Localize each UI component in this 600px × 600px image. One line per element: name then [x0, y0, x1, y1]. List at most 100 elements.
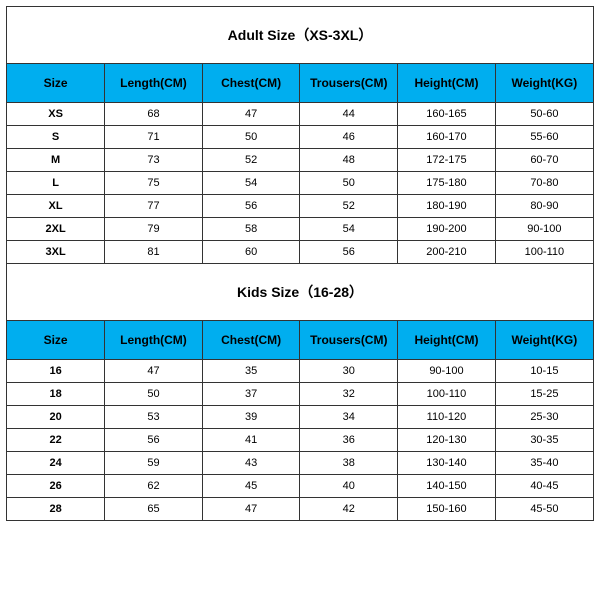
size-cell: XS [7, 103, 105, 126]
value-cell: 35-40 [495, 452, 593, 475]
col-size: Size [7, 64, 105, 103]
table-row: 2XL795854190-20090-100 [7, 218, 593, 241]
table-row: 28654742150-16045-50 [7, 498, 593, 521]
value-cell: 32 [300, 383, 398, 406]
value-cell: 47 [202, 103, 300, 126]
value-cell: 50 [300, 172, 398, 195]
value-cell: 175-180 [398, 172, 496, 195]
table-row: 24594338130-14035-40 [7, 452, 593, 475]
value-cell: 60-70 [495, 149, 593, 172]
table-row: 3XL816056200-210100-110 [7, 241, 593, 264]
value-cell: 47 [105, 360, 203, 383]
table-row: 22564136120-13030-35 [7, 429, 593, 452]
value-cell: 65 [105, 498, 203, 521]
value-cell: 10-15 [495, 360, 593, 383]
value-cell: 79 [105, 218, 203, 241]
size-cell: 3XL [7, 241, 105, 264]
table-row: 26624540140-15040-45 [7, 475, 593, 498]
kids-section-title: Kids Size（16-28） [7, 264, 593, 321]
value-cell: 50 [202, 126, 300, 149]
value-cell: 60 [202, 241, 300, 264]
kids-size-table: Size Length(CM) Chest(CM) Trousers(CM) H… [7, 321, 593, 520]
value-cell: 160-170 [398, 126, 496, 149]
col-height: Height(CM) [398, 321, 496, 360]
kids-tbody: 1647353090-10010-1518503732100-11015-252… [7, 360, 593, 521]
size-cell: M [7, 149, 105, 172]
kids-header-row: Size Length(CM) Chest(CM) Trousers(CM) H… [7, 321, 593, 360]
value-cell: 15-25 [495, 383, 593, 406]
value-cell: 35 [202, 360, 300, 383]
value-cell: 100-110 [495, 241, 593, 264]
value-cell: 30 [300, 360, 398, 383]
value-cell: 68 [105, 103, 203, 126]
value-cell: 150-160 [398, 498, 496, 521]
value-cell: 30-35 [495, 429, 593, 452]
value-cell: 48 [300, 149, 398, 172]
size-cell: 18 [7, 383, 105, 406]
adult-tbody: XS684744160-16550-60S715046160-17055-60M… [7, 103, 593, 264]
value-cell: 45 [202, 475, 300, 498]
value-cell: 44 [300, 103, 398, 126]
value-cell: 140-150 [398, 475, 496, 498]
value-cell: 36 [300, 429, 398, 452]
size-cell: 26 [7, 475, 105, 498]
value-cell: 90-100 [398, 360, 496, 383]
col-size: Size [7, 321, 105, 360]
value-cell: 100-110 [398, 383, 496, 406]
value-cell: 71 [105, 126, 203, 149]
table-row: M735248172-17560-70 [7, 149, 593, 172]
col-trousers: Trousers(CM) [300, 321, 398, 360]
table-row: L755450175-18070-80 [7, 172, 593, 195]
value-cell: 52 [202, 149, 300, 172]
value-cell: 37 [202, 383, 300, 406]
value-cell: 40 [300, 475, 398, 498]
size-cell: 20 [7, 406, 105, 429]
value-cell: 59 [105, 452, 203, 475]
col-chest: Chest(CM) [202, 64, 300, 103]
value-cell: 43 [202, 452, 300, 475]
adult-section-title: Adult Size（XS-3XL） [7, 7, 593, 64]
value-cell: 190-200 [398, 218, 496, 241]
size-cell: 2XL [7, 218, 105, 241]
value-cell: 54 [300, 218, 398, 241]
table-row: S715046160-17055-60 [7, 126, 593, 149]
value-cell: 70-80 [495, 172, 593, 195]
col-weight: Weight(KG) [495, 321, 593, 360]
table-row: 20533934110-12025-30 [7, 406, 593, 429]
value-cell: 130-140 [398, 452, 496, 475]
value-cell: 41 [202, 429, 300, 452]
size-cell: 28 [7, 498, 105, 521]
value-cell: 80-90 [495, 195, 593, 218]
col-height: Height(CM) [398, 64, 496, 103]
value-cell: 81 [105, 241, 203, 264]
col-trousers: Trousers(CM) [300, 64, 398, 103]
value-cell: 58 [202, 218, 300, 241]
adult-size-table: Size Length(CM) Chest(CM) Trousers(CM) H… [7, 64, 593, 263]
value-cell: 120-130 [398, 429, 496, 452]
value-cell: 50 [105, 383, 203, 406]
value-cell: 62 [105, 475, 203, 498]
size-cell: XL [7, 195, 105, 218]
value-cell: 200-210 [398, 241, 496, 264]
value-cell: 56 [202, 195, 300, 218]
value-cell: 39 [202, 406, 300, 429]
value-cell: 53 [105, 406, 203, 429]
value-cell: 50-60 [495, 103, 593, 126]
table-row: 18503732100-11015-25 [7, 383, 593, 406]
value-cell: 47 [202, 498, 300, 521]
value-cell: 55-60 [495, 126, 593, 149]
col-weight: Weight(KG) [495, 64, 593, 103]
size-chart-container: Adult Size（XS-3XL） Size Length(CM) Chest… [6, 6, 594, 521]
value-cell: 38 [300, 452, 398, 475]
value-cell: 46 [300, 126, 398, 149]
value-cell: 172-175 [398, 149, 496, 172]
value-cell: 54 [202, 172, 300, 195]
size-cell: L [7, 172, 105, 195]
value-cell: 56 [300, 241, 398, 264]
col-length: Length(CM) [105, 64, 203, 103]
size-cell: 24 [7, 452, 105, 475]
table-row: XS684744160-16550-60 [7, 103, 593, 126]
table-row: XL775652180-19080-90 [7, 195, 593, 218]
value-cell: 160-165 [398, 103, 496, 126]
value-cell: 52 [300, 195, 398, 218]
